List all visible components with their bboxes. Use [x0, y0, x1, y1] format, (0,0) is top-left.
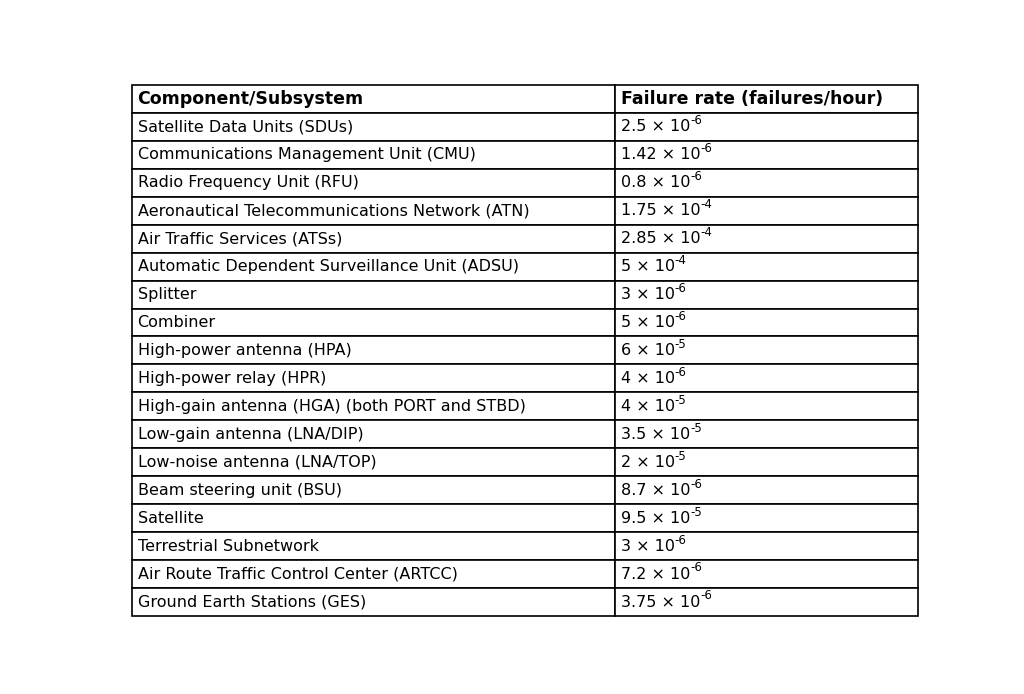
Polygon shape — [132, 113, 615, 141]
Text: 2 × 10: 2 × 10 — [621, 455, 675, 470]
Text: 3.5 × 10: 3.5 × 10 — [621, 427, 690, 442]
Text: Satellite Data Units (SDUs): Satellite Data Units (SDUs) — [137, 119, 353, 135]
Polygon shape — [132, 141, 615, 169]
Polygon shape — [615, 85, 918, 113]
Polygon shape — [615, 196, 918, 225]
Text: Splitter: Splitter — [137, 287, 196, 302]
Polygon shape — [132, 337, 615, 364]
Polygon shape — [132, 196, 615, 225]
Polygon shape — [615, 505, 918, 532]
Polygon shape — [615, 476, 918, 505]
Text: 9.5 × 10: 9.5 × 10 — [621, 511, 690, 526]
Text: -5: -5 — [675, 450, 686, 463]
Polygon shape — [615, 392, 918, 421]
Polygon shape — [615, 141, 918, 169]
Text: 8.7 × 10: 8.7 × 10 — [621, 483, 690, 498]
Polygon shape — [615, 532, 918, 560]
Text: -4: -4 — [675, 254, 687, 267]
Text: -4: -4 — [700, 226, 713, 239]
Text: -5: -5 — [675, 393, 686, 407]
Text: Aeronautical Telecommunications Network (ATN): Aeronautical Telecommunications Network … — [137, 203, 529, 218]
Text: Automatic Dependent Surveillance Unit (ADSU): Automatic Dependent Surveillance Unit (A… — [137, 259, 518, 274]
Polygon shape — [132, 505, 615, 532]
Text: Low-gain antenna (LNA/DIP): Low-gain antenna (LNA/DIP) — [137, 427, 364, 442]
Polygon shape — [132, 85, 615, 113]
Text: -6: -6 — [690, 170, 702, 183]
Text: 3 × 10: 3 × 10 — [621, 539, 675, 554]
Text: -6: -6 — [690, 561, 702, 575]
Text: Ground Earth Stations (GES): Ground Earth Stations (GES) — [137, 595, 366, 609]
Text: -6: -6 — [675, 366, 687, 379]
Text: Failure rate (failures/hour): Failure rate (failures/hour) — [621, 90, 883, 108]
Text: Communications Management Unit (CMU): Communications Management Unit (CMU) — [137, 147, 475, 162]
Polygon shape — [615, 448, 918, 476]
Polygon shape — [615, 225, 918, 253]
Text: Air Route Traffic Control Center (ARTCC): Air Route Traffic Control Center (ARTCC) — [137, 566, 458, 582]
Polygon shape — [615, 337, 918, 364]
Text: -6: -6 — [700, 142, 713, 155]
Text: -5: -5 — [690, 505, 701, 518]
Text: 6 × 10: 6 × 10 — [621, 343, 675, 358]
Polygon shape — [132, 280, 615, 309]
Polygon shape — [132, 364, 615, 392]
Polygon shape — [132, 476, 615, 505]
Polygon shape — [132, 309, 615, 337]
Text: -6: -6 — [675, 282, 686, 295]
Polygon shape — [132, 253, 615, 280]
Text: 4 × 10: 4 × 10 — [621, 371, 675, 386]
Polygon shape — [132, 225, 615, 253]
Text: -6: -6 — [675, 534, 686, 546]
Text: 1.42 × 10: 1.42 × 10 — [621, 147, 700, 162]
Polygon shape — [615, 169, 918, 196]
Text: Satellite: Satellite — [137, 511, 204, 526]
Text: Component/Subsystem: Component/Subsystem — [137, 90, 364, 108]
Text: 2.85 × 10: 2.85 × 10 — [621, 231, 700, 246]
Polygon shape — [132, 448, 615, 476]
Text: -6: -6 — [700, 589, 712, 602]
Polygon shape — [615, 588, 918, 616]
Text: -4: -4 — [700, 198, 713, 211]
Text: High-power antenna (HPA): High-power antenna (HPA) — [137, 343, 351, 358]
Text: 3.75 × 10: 3.75 × 10 — [621, 595, 700, 609]
Polygon shape — [615, 560, 918, 588]
Text: High-power relay (HPR): High-power relay (HPR) — [137, 371, 326, 386]
Polygon shape — [132, 421, 615, 448]
Text: Radio Frequency Unit (RFU): Radio Frequency Unit (RFU) — [137, 175, 358, 190]
Polygon shape — [132, 588, 615, 616]
Polygon shape — [615, 253, 918, 280]
Text: 2.5 × 10: 2.5 × 10 — [621, 119, 690, 135]
Text: High-gain antenna (HGA) (both PORT and STBD): High-gain antenna (HGA) (both PORT and S… — [137, 399, 525, 414]
Text: 5 × 10: 5 × 10 — [621, 259, 675, 274]
Polygon shape — [615, 309, 918, 337]
Polygon shape — [615, 280, 918, 309]
Polygon shape — [132, 392, 615, 421]
Text: Air Traffic Services (ATSs): Air Traffic Services (ATSs) — [137, 231, 342, 246]
Text: -6: -6 — [690, 115, 702, 127]
Polygon shape — [615, 364, 918, 392]
Polygon shape — [132, 532, 615, 560]
Text: 3 × 10: 3 × 10 — [621, 287, 675, 302]
Text: 0.8 × 10: 0.8 × 10 — [621, 175, 690, 190]
Polygon shape — [615, 421, 918, 448]
Text: Beam steering unit (BSU): Beam steering unit (BSU) — [137, 483, 342, 498]
Text: Low-noise antenna (LNA/TOP): Low-noise antenna (LNA/TOP) — [137, 455, 376, 470]
Text: -6: -6 — [690, 477, 702, 491]
Text: Terrestrial Subnetwork: Terrestrial Subnetwork — [137, 539, 318, 554]
Polygon shape — [132, 169, 615, 196]
Text: 7.2 × 10: 7.2 × 10 — [621, 566, 690, 582]
Polygon shape — [615, 113, 918, 141]
Text: -6: -6 — [675, 310, 687, 323]
Text: Combiner: Combiner — [137, 315, 216, 330]
Text: 5 × 10: 5 × 10 — [621, 315, 675, 330]
Polygon shape — [132, 560, 615, 588]
Text: -5: -5 — [675, 338, 686, 351]
Text: 1.75 × 10: 1.75 × 10 — [621, 203, 700, 218]
Text: -5: -5 — [690, 422, 701, 434]
Text: 4 × 10: 4 × 10 — [621, 399, 675, 414]
